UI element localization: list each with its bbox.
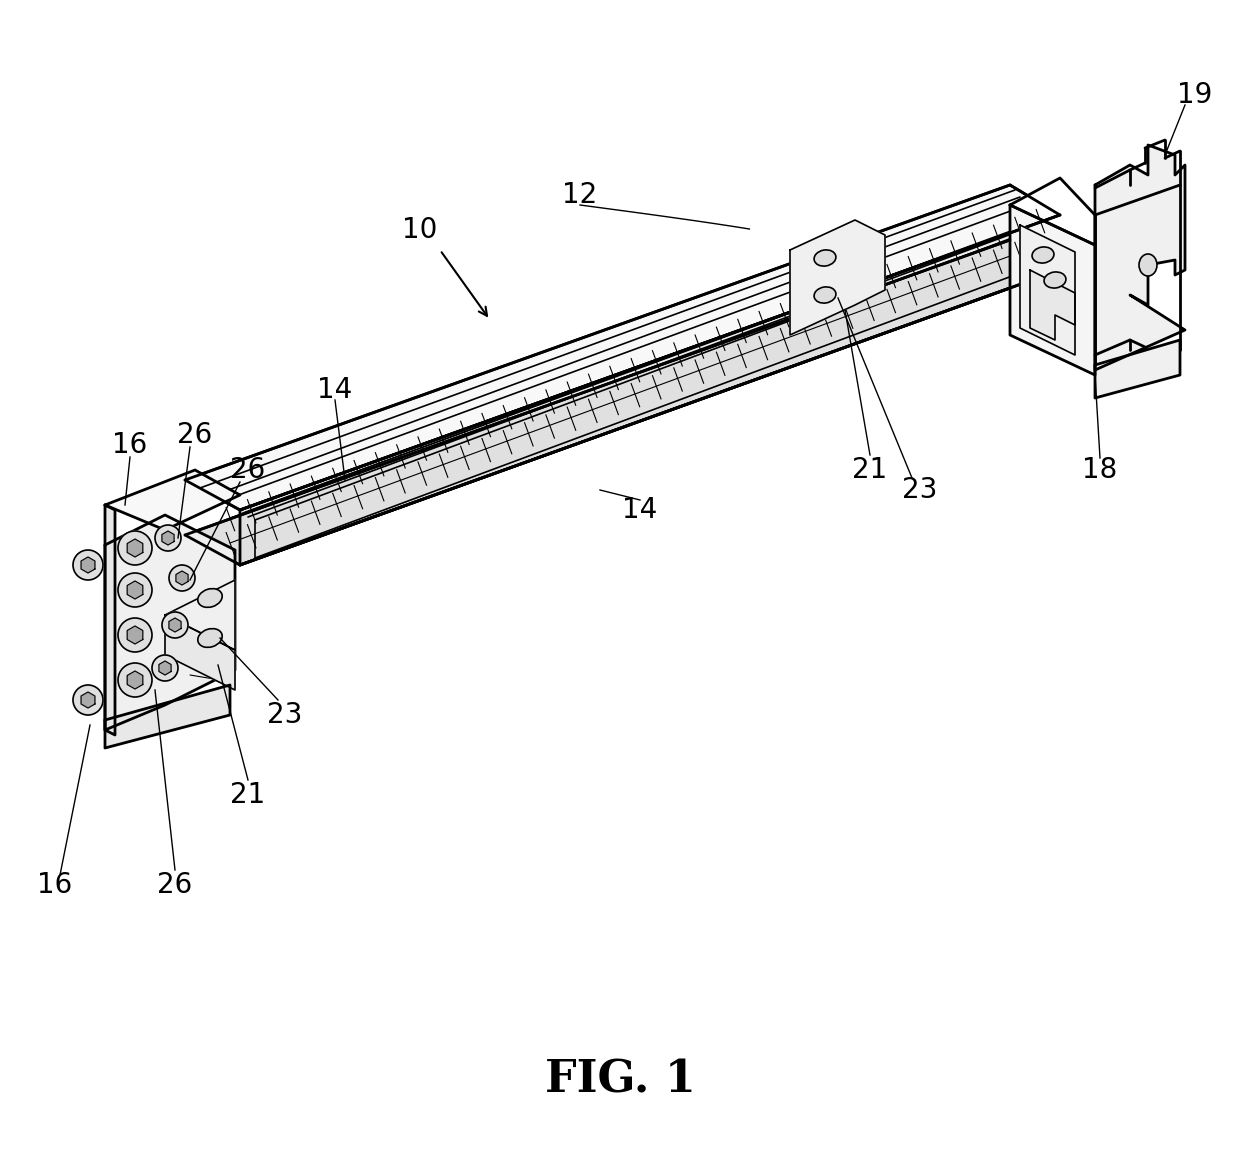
Text: 23: 23 — [903, 476, 937, 503]
Polygon shape — [128, 539, 143, 557]
Text: 14: 14 — [622, 496, 657, 524]
Polygon shape — [241, 215, 1060, 565]
Polygon shape — [185, 240, 1060, 565]
Polygon shape — [81, 557, 95, 573]
Polygon shape — [176, 571, 188, 585]
Text: 26: 26 — [231, 456, 265, 484]
Polygon shape — [128, 581, 143, 599]
Polygon shape — [105, 505, 115, 735]
Text: 16: 16 — [113, 432, 148, 459]
Polygon shape — [105, 515, 236, 730]
Ellipse shape — [815, 287, 836, 303]
Circle shape — [169, 565, 195, 590]
Polygon shape — [165, 580, 236, 650]
Polygon shape — [128, 670, 143, 689]
Text: 21: 21 — [231, 781, 265, 809]
Circle shape — [155, 525, 181, 551]
Circle shape — [73, 550, 103, 580]
Text: 26: 26 — [157, 871, 192, 899]
Polygon shape — [1011, 177, 1095, 245]
Text: 16: 16 — [37, 871, 73, 899]
Ellipse shape — [1140, 254, 1157, 276]
Text: 10: 10 — [402, 216, 438, 244]
Circle shape — [153, 655, 179, 681]
Polygon shape — [790, 220, 885, 335]
Ellipse shape — [1044, 271, 1066, 288]
Text: 12: 12 — [563, 181, 598, 209]
Ellipse shape — [815, 249, 836, 266]
Polygon shape — [1021, 225, 1075, 355]
Polygon shape — [105, 470, 241, 530]
Circle shape — [118, 531, 153, 565]
Text: 21: 21 — [852, 456, 888, 484]
Text: 14: 14 — [317, 376, 352, 404]
Polygon shape — [1011, 205, 1095, 375]
Text: 19: 19 — [1177, 81, 1213, 109]
Polygon shape — [1095, 145, 1185, 370]
Text: FIG. 1: FIG. 1 — [544, 1058, 696, 1102]
Circle shape — [162, 612, 188, 638]
Polygon shape — [1030, 270, 1075, 340]
Polygon shape — [128, 626, 143, 644]
Circle shape — [118, 618, 153, 652]
Ellipse shape — [1032, 247, 1054, 263]
Polygon shape — [1095, 340, 1180, 398]
Polygon shape — [169, 618, 181, 632]
Polygon shape — [162, 531, 174, 545]
Text: 26: 26 — [177, 421, 212, 449]
Circle shape — [118, 664, 153, 697]
Polygon shape — [185, 184, 1060, 510]
Ellipse shape — [198, 588, 222, 608]
Polygon shape — [165, 615, 236, 690]
Text: 18: 18 — [1083, 456, 1117, 484]
Polygon shape — [105, 686, 229, 748]
Text: 23: 23 — [268, 701, 303, 728]
Circle shape — [118, 573, 153, 607]
Circle shape — [73, 686, 103, 715]
Polygon shape — [159, 661, 171, 675]
Ellipse shape — [198, 629, 222, 647]
Polygon shape — [81, 693, 95, 708]
